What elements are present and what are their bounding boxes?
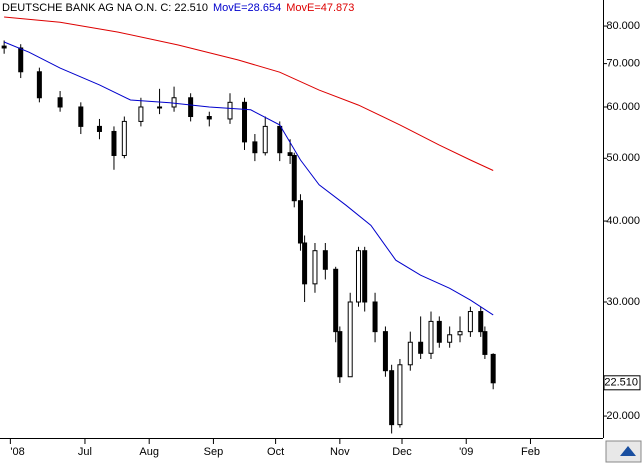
candle-body	[171, 97, 177, 108]
candle-body	[121, 120, 127, 156]
candle-body	[347, 301, 353, 378]
candle-body	[242, 101, 248, 143]
y-tick-label: 60.000	[606, 101, 640, 113]
candle-body	[262, 125, 268, 154]
candle-body	[36, 71, 42, 99]
candle-body	[337, 331, 343, 378]
candle-body	[482, 331, 488, 355]
x-tick-label: Dec	[392, 446, 412, 458]
y-tick-label: 50.000	[606, 152, 640, 164]
candle-body	[418, 341, 424, 354]
title-text: DEUTSCHE BANK AG NA O.N. C: 22.510	[2, 2, 208, 14]
candle-body	[206, 116, 212, 120]
candle-body	[291, 154, 297, 202]
y-tick-label: 70.000	[606, 58, 640, 70]
candle-body	[389, 370, 395, 426]
candle-body	[57, 97, 63, 108]
moving-average-line	[3, 41, 494, 316]
candle-body	[447, 334, 453, 343]
candle-body	[322, 250, 328, 270]
candle-body	[287, 152, 293, 156]
last-price-box	[603, 375, 641, 391]
candle-body	[78, 106, 84, 127]
last-price-label: 22.510	[604, 377, 638, 389]
candle-body	[382, 331, 388, 372]
candle-body	[252, 141, 258, 154]
x-tick-label: Sep	[204, 446, 224, 458]
y-tick-label: 30.000	[606, 296, 640, 308]
y-tick-label: 80.000	[606, 20, 640, 32]
candle-body	[372, 301, 378, 333]
candle-body	[111, 130, 117, 156]
candle-body	[18, 47, 24, 73]
candle-body	[188, 97, 194, 118]
x-tick-label: '09	[459, 446, 473, 458]
moving-average-line	[4, 16, 494, 171]
button-icon	[620, 446, 636, 456]
y-tick-label: 20.000	[606, 410, 640, 422]
candle-body	[436, 320, 442, 343]
candle-body	[312, 250, 318, 285]
candle-body	[478, 311, 484, 333]
x-tick-label: Oct	[267, 446, 284, 458]
candle-body	[333, 268, 339, 333]
candle-body	[138, 106, 144, 122]
candle-body	[302, 242, 308, 285]
candle-body	[467, 311, 473, 333]
candle-body	[428, 320, 434, 354]
candle-body	[457, 331, 463, 336]
y-tick-label: 40.000	[606, 215, 640, 227]
chart-title: DEUTSCHE BANK AG NA O.N. C: 22.510 MovE=2…	[2, 2, 354, 14]
button-box[interactable]	[605, 440, 642, 463]
candle-body	[227, 101, 233, 120]
x-tick-label: '08	[10, 446, 24, 458]
candle-body	[355, 250, 361, 303]
candle-body	[362, 250, 368, 303]
candle-body	[157, 106, 163, 109]
candle-body	[277, 125, 283, 154]
x-tick-label: Nov	[330, 446, 350, 458]
candle-body	[96, 125, 102, 132]
candle-body	[490, 353, 496, 384]
x-tick-label: Aug	[139, 446, 159, 458]
x-tick-label: Feb	[521, 446, 540, 458]
x-tick-label: Jul	[78, 446, 92, 458]
candle-body	[297, 200, 303, 244]
legend-entry: MovE=47.873	[286, 2, 354, 14]
candle-body	[1, 45, 7, 49]
candle-body	[397, 364, 403, 426]
scroll-button[interactable]	[605, 440, 642, 463]
legend-entry: MovE=28.654	[213, 2, 281, 14]
candle-body	[407, 341, 413, 366]
